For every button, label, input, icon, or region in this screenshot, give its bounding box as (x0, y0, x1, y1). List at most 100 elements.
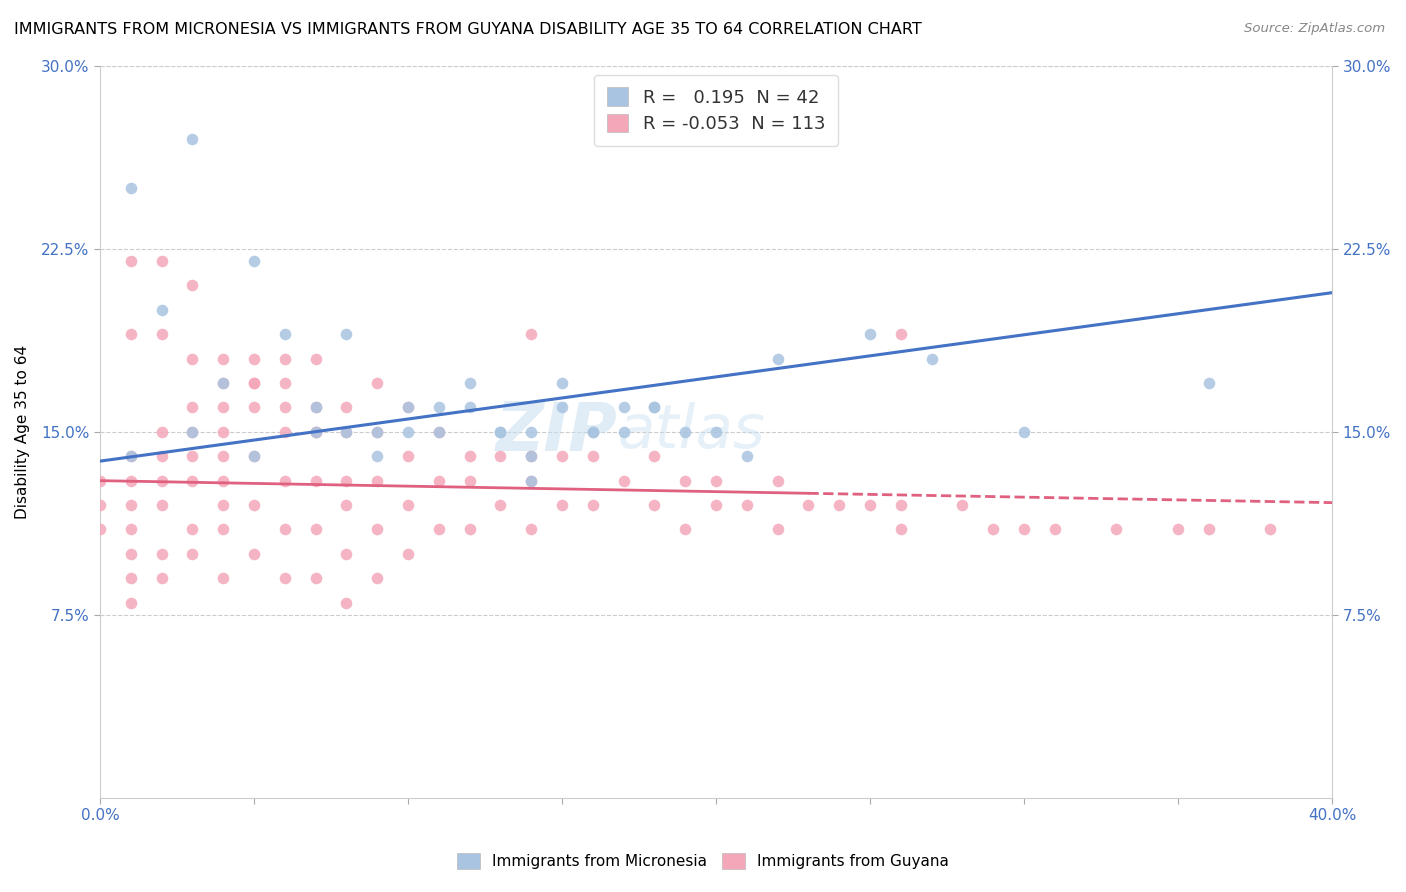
Point (489, 498, 512, 512)
Point (1167, 523, 1189, 537)
Point (890, 327, 912, 342)
Point (458, 523, 481, 537)
Point (181, 401, 204, 415)
Point (181, 132, 204, 146)
Point (212, 376, 235, 390)
Point (335, 596, 357, 610)
Point (304, 523, 326, 537)
Point (89, 498, 111, 512)
Point (458, 401, 481, 415)
Point (766, 351, 789, 366)
Point (304, 474, 326, 488)
Point (1012, 425, 1035, 439)
Point (366, 376, 388, 390)
Point (797, 498, 820, 512)
Point (859, 327, 882, 342)
Point (304, 401, 326, 415)
Point (427, 425, 450, 439)
Point (120, 523, 142, 537)
Point (673, 474, 696, 488)
Point (704, 498, 727, 512)
Point (274, 351, 297, 366)
Point (673, 523, 696, 537)
Point (89, 523, 111, 537)
Point (304, 351, 326, 366)
Point (766, 474, 789, 488)
Point (181, 351, 204, 366)
Point (582, 425, 605, 439)
Text: IMMIGRANTS FROM MICRONESIA VS IMMIGRANTS FROM GUYANA DISABILITY AGE 35 TO 64 COR: IMMIGRANTS FROM MICRONESIA VS IMMIGRANTS… (14, 22, 922, 37)
Point (952, 498, 974, 512)
Point (181, 547, 204, 561)
Text: atlas: atlas (617, 402, 765, 461)
Point (643, 401, 665, 415)
Point (304, 401, 326, 415)
Point (1105, 523, 1128, 537)
Point (735, 449, 758, 463)
Point (243, 449, 266, 463)
Point (396, 498, 419, 512)
Point (366, 571, 388, 585)
Point (150, 254, 173, 268)
Text: ZIP: ZIP (496, 399, 617, 465)
Point (427, 401, 450, 415)
Point (489, 425, 512, 439)
Point (150, 474, 173, 488)
Point (643, 498, 665, 512)
Point (551, 449, 574, 463)
Point (181, 278, 204, 293)
Point (582, 498, 605, 512)
Point (366, 449, 388, 463)
Point (1260, 523, 1282, 537)
Point (212, 425, 235, 439)
Point (520, 474, 543, 488)
Point (120, 449, 142, 463)
Point (243, 376, 266, 390)
Point (396, 449, 419, 463)
Point (243, 449, 266, 463)
Point (1012, 523, 1035, 537)
Point (274, 327, 297, 342)
Point (304, 425, 326, 439)
Point (520, 327, 543, 342)
Point (181, 474, 204, 488)
Point (613, 401, 636, 415)
Point (243, 498, 266, 512)
Point (120, 571, 142, 585)
Point (366, 523, 388, 537)
Point (427, 425, 450, 439)
Point (120, 474, 142, 488)
Point (520, 425, 543, 439)
Point (274, 523, 297, 537)
Point (120, 254, 142, 268)
Point (243, 401, 266, 415)
Point (212, 351, 235, 366)
Point (304, 571, 326, 585)
Point (643, 401, 665, 415)
Point (335, 498, 357, 512)
Point (335, 425, 357, 439)
Point (551, 498, 574, 512)
Point (335, 327, 357, 342)
Point (181, 425, 204, 439)
Point (520, 474, 543, 488)
Point (212, 376, 235, 390)
Point (89, 474, 111, 488)
Point (582, 449, 605, 463)
Point (1198, 523, 1220, 537)
Point (489, 425, 512, 439)
Point (212, 571, 235, 585)
Point (120, 180, 142, 194)
Point (704, 474, 727, 488)
Point (304, 425, 326, 439)
Point (181, 425, 204, 439)
Point (181, 523, 204, 537)
Point (921, 351, 943, 366)
Point (766, 523, 789, 537)
Point (1043, 523, 1066, 537)
Point (243, 351, 266, 366)
Point (335, 547, 357, 561)
Point (212, 498, 235, 512)
Point (150, 571, 173, 585)
Legend: Immigrants from Micronesia, Immigrants from Guyana: Immigrants from Micronesia, Immigrants f… (451, 847, 955, 875)
